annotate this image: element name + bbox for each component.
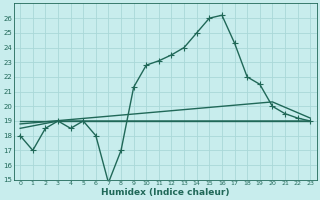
X-axis label: Humidex (Indice chaleur): Humidex (Indice chaleur) — [101, 188, 229, 197]
